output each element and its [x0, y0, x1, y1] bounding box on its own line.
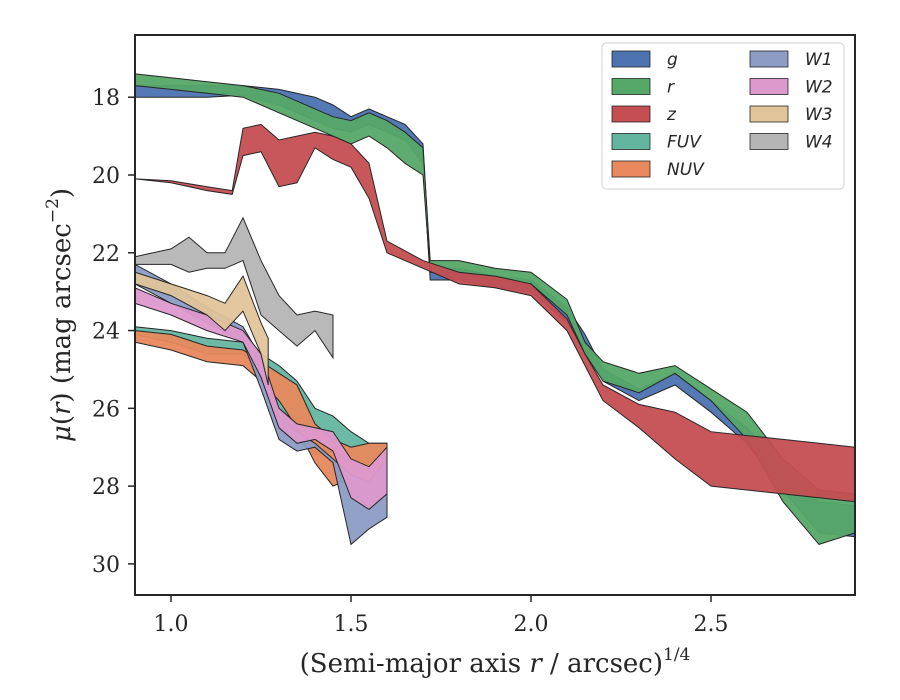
- legend-label-g: g: [667, 50, 678, 70]
- legend: grz FUV NUV W1 W2 W3 W4: [601, 42, 845, 190]
- x-axis-label: (Semi-major axis r / arcsec)1/4: [300, 645, 691, 679]
- band-z: [135, 123, 855, 503]
- legend-label-w2: W2: [805, 78, 833, 98]
- x-tick-label: 2.0: [514, 612, 549, 637]
- band-r: [135, 73, 855, 545]
- legend-swatch-w3: [749, 105, 789, 123]
- y-tick-label: 24: [92, 320, 120, 345]
- legend-label-z: z: [666, 105, 677, 125]
- plot-frame: [134, 34, 856, 596]
- y-tick-label: 20: [92, 164, 120, 189]
- legend-label-r: r: [667, 78, 675, 98]
- legend-label-w1: W1: [805, 50, 833, 70]
- series-bands: [135, 73, 855, 546]
- legend-swatch-w4: [749, 133, 789, 150]
- y-tick-label: 18: [92, 86, 120, 111]
- legend-swatch-fuv: [611, 133, 651, 150]
- x-tick-label: 1.5: [334, 612, 369, 637]
- legend-swatch-w2: [749, 78, 789, 95]
- legend-swatch-w1: [749, 50, 789, 68]
- legend-swatch-nuv: [611, 160, 651, 178]
- legend-swatch-r: [611, 78, 651, 95]
- legend-swatch-z: [611, 105, 651, 123]
- band-w4: [135, 216, 334, 360]
- y-axis-label: μ(r) (mag arcsec−2): [43, 188, 77, 442]
- legend-label-w4: W4: [805, 133, 833, 153]
- legend-label-fuv: FUV: [667, 133, 702, 153]
- y-tick-label: 30: [92, 553, 120, 578]
- band-w3: [135, 271, 269, 386]
- x-tick-label: 1.0: [154, 612, 189, 637]
- y-tick-label: 22: [92, 242, 120, 267]
- y-axis-ticks: 18 20 22 24 26 28 30: [92, 86, 135, 578]
- legend-label-nuv: NUV: [667, 160, 705, 180]
- x-tick-label: 2.5: [694, 612, 729, 637]
- band-w2: [135, 287, 388, 511]
- y-tick-label: 26: [92, 397, 120, 422]
- x-axis-ticks: 1.0 1.5 2.0 2.5: [154, 595, 729, 637]
- y-tick-label: 28: [92, 475, 120, 500]
- legend-label-w3: W3: [805, 105, 833, 125]
- legend-swatch-g: [611, 50, 651, 68]
